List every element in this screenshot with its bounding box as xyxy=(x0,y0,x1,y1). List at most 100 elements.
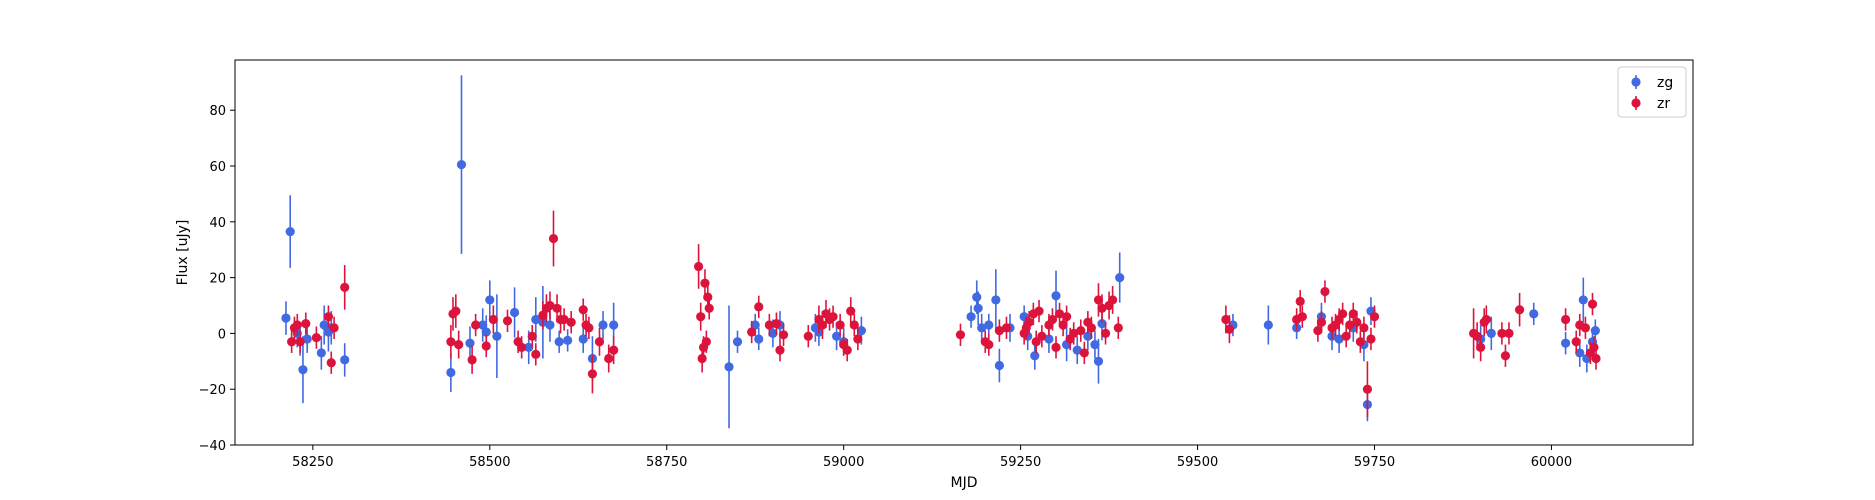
data-point xyxy=(1097,303,1107,313)
data-point xyxy=(1334,334,1344,344)
data-point xyxy=(835,320,845,330)
data-point xyxy=(465,338,475,348)
data-point xyxy=(302,334,312,344)
y-tick-label: 20 xyxy=(209,272,226,287)
y-tick-label: 80 xyxy=(209,104,226,119)
data-point xyxy=(1575,348,1585,358)
data-point xyxy=(451,306,461,316)
data-point xyxy=(1352,317,1362,327)
data-point xyxy=(1113,323,1123,333)
data-point xyxy=(1030,351,1040,361)
data-point xyxy=(1580,323,1591,333)
data-point xyxy=(1348,309,1358,319)
data-point xyxy=(1366,334,1376,344)
data-point xyxy=(973,303,983,313)
data-point xyxy=(1504,328,1514,339)
data-point xyxy=(502,316,513,326)
data-point xyxy=(1108,295,1118,305)
data-point xyxy=(1100,328,1111,339)
data-point xyxy=(955,330,966,340)
data-point xyxy=(1044,334,1054,344)
data-point xyxy=(456,160,467,170)
data-point xyxy=(1051,342,1061,352)
legend-label: zr xyxy=(1657,96,1670,112)
data-point xyxy=(566,317,576,327)
data-point xyxy=(1034,306,1044,316)
data-point xyxy=(1054,309,1065,319)
y-axis-ticks: −40 −20 0 20 40 60 80 xyxy=(199,104,235,454)
data-point xyxy=(545,320,555,330)
data-point xyxy=(1079,348,1089,358)
data-point xyxy=(1093,356,1104,366)
data-point xyxy=(1486,328,1496,339)
data-point xyxy=(1341,331,1351,341)
data-point xyxy=(768,328,778,339)
data-point xyxy=(1072,345,1082,355)
data-point xyxy=(1313,326,1323,336)
data-point xyxy=(1001,323,1012,333)
data-point xyxy=(329,323,339,333)
y-tick-label: 40 xyxy=(209,216,226,231)
data-layer xyxy=(281,75,1601,429)
legend: zg zr xyxy=(1617,66,1687,118)
data-point xyxy=(488,314,498,325)
data-point xyxy=(1090,339,1100,350)
data-point xyxy=(994,326,1004,336)
x-tick-label: 59250 xyxy=(1000,455,1041,470)
data-point xyxy=(509,307,520,318)
data-point xyxy=(527,331,537,341)
data-point xyxy=(1263,320,1273,330)
data-point xyxy=(1359,323,1369,333)
data-point xyxy=(559,314,569,325)
data-point xyxy=(994,360,1004,371)
data-point xyxy=(1086,323,1096,333)
data-point xyxy=(485,295,495,305)
data-point xyxy=(584,323,594,333)
data-point xyxy=(578,305,588,315)
y-tick-label: 60 xyxy=(209,160,226,175)
data-point xyxy=(1500,351,1511,361)
data-point xyxy=(1472,331,1482,341)
data-point xyxy=(750,320,760,330)
data-point xyxy=(1514,305,1525,315)
data-point xyxy=(285,226,295,237)
data-point xyxy=(311,332,321,343)
data-point xyxy=(545,300,555,311)
x-tick-label: 59000 xyxy=(823,455,864,470)
data-point xyxy=(778,330,789,340)
data-point xyxy=(548,233,559,244)
data-point xyxy=(704,303,714,313)
data-point xyxy=(966,312,976,322)
data-point xyxy=(1047,314,1058,325)
data-point xyxy=(1561,314,1571,325)
data-point xyxy=(1481,314,1491,325)
data-point xyxy=(471,320,481,330)
data-point xyxy=(552,303,562,313)
data-point xyxy=(703,292,713,302)
data-point xyxy=(481,341,491,351)
data-point xyxy=(594,337,605,347)
plot-frame xyxy=(234,59,1694,446)
data-point xyxy=(842,345,852,355)
data-point xyxy=(1497,328,1507,339)
data-point xyxy=(446,367,456,378)
data-point xyxy=(1076,326,1086,336)
data-point xyxy=(1561,338,1571,348)
data-point xyxy=(292,320,302,330)
data-point xyxy=(1591,353,1601,364)
data-point xyxy=(316,348,326,358)
data-point xyxy=(517,342,527,352)
x-axis-label: MJD xyxy=(951,475,978,491)
data-point xyxy=(977,323,987,333)
data-point xyxy=(604,353,614,364)
data-point xyxy=(340,355,350,365)
data-point xyxy=(340,282,350,292)
data-point xyxy=(732,337,743,347)
data-point xyxy=(724,362,734,372)
data-point xyxy=(478,320,488,330)
data-point xyxy=(326,358,336,368)
legend-box xyxy=(1617,66,1687,118)
x-tick-label: 58750 xyxy=(646,455,687,470)
data-point xyxy=(598,320,608,330)
data-point xyxy=(609,345,619,355)
